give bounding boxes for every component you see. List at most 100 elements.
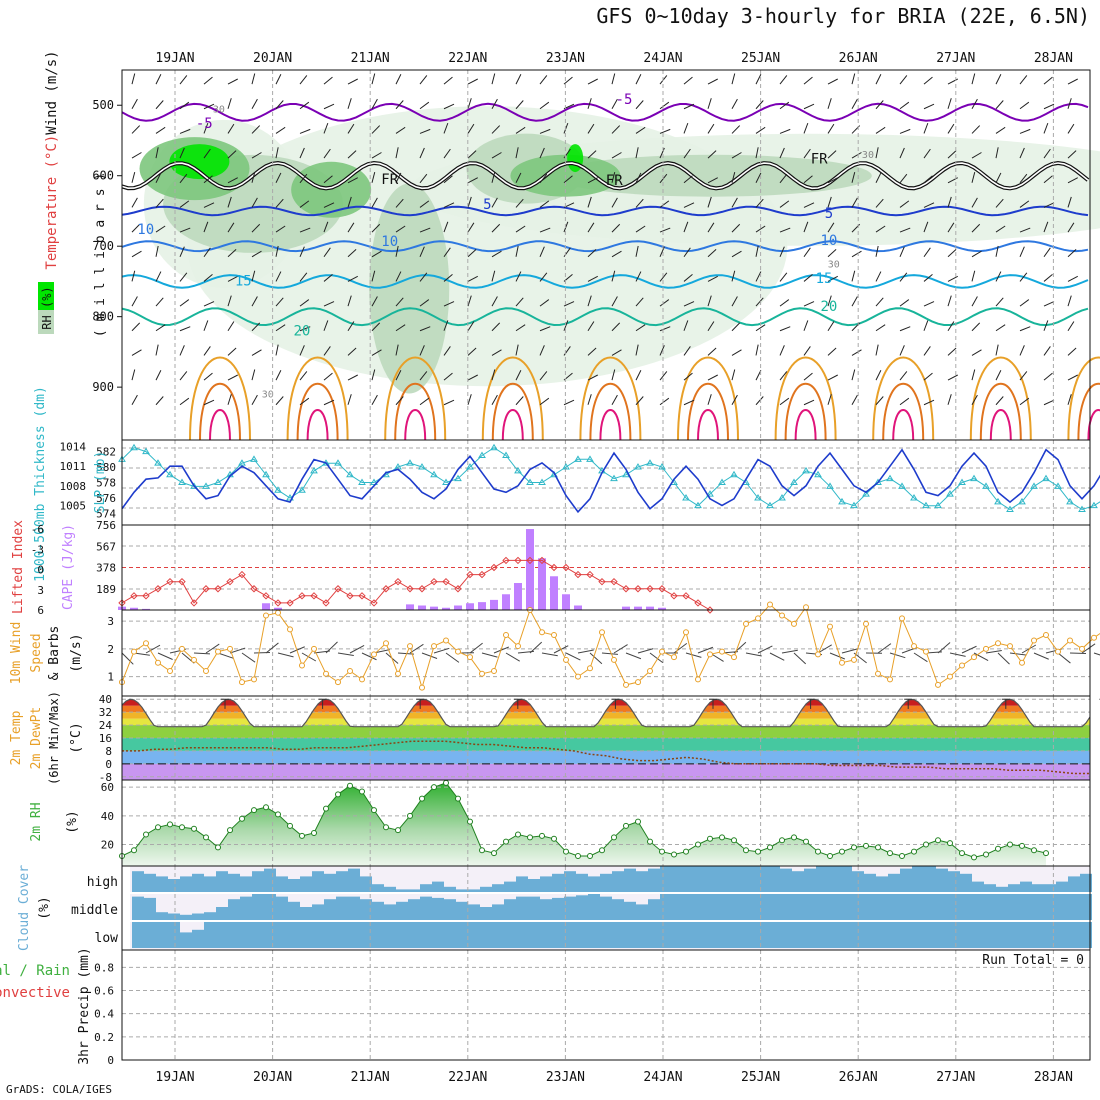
wind-barb [467,98,472,109]
wind-barb [491,197,498,208]
wind-barb [275,147,279,159]
wind-barb [155,396,164,406]
upper-air-layer [121,73,1100,441]
wind-barb [827,248,837,258]
cloud-bar-high [408,889,420,892]
wind-barb [1019,371,1028,381]
wind-barb [971,369,976,381]
cloud-bar-middle [684,894,696,920]
wind-barb [635,126,646,134]
panel-frame-precip [121,949,1091,1061]
wind-barb [515,225,526,233]
rh-point [467,818,473,825]
wind-barb [515,147,519,159]
wind-barb [1043,274,1053,282]
thickness-point [298,486,306,493]
rh-point [443,779,449,786]
cloud-bar-middle [300,907,312,920]
cloud-bar-middle [324,899,336,920]
wind-barb [419,246,425,257]
cloud-bar-middle [132,896,144,920]
cloud-bar-middle [156,912,168,920]
li-tick-label: -3 [31,543,44,556]
wind-barb [731,223,741,233]
wind-barb [803,301,815,307]
bottom-date-label: 21JAN [351,1070,390,1085]
wind-barb [659,371,668,381]
wind-barb [611,171,616,183]
wind-barb [467,321,475,332]
cloud-bar-low [384,922,396,948]
wind-barb [947,275,958,282]
cloud-bar-high [228,873,240,892]
wind-barb [515,74,522,85]
wind-barb [563,122,569,134]
cloud-bar-low [1032,922,1044,948]
wind-barb [251,369,256,381]
wind-barb [371,322,381,332]
cloud-bar-high [204,876,216,892]
wind-barb [899,299,910,307]
isotherm-20 [121,307,1089,327]
cloud-bar-middle [360,899,372,920]
cloud-bar-low [1020,922,1032,948]
wind-barb [755,245,759,257]
wind-speed-point [251,676,257,683]
wind-speed-point [983,645,989,652]
cloud-bar-middle [1044,894,1056,920]
wind-barb [851,270,856,282]
surface-wind-barb [589,652,603,665]
wind-barb [395,100,404,110]
contour-label: 30 [862,150,874,161]
slp-tick-label: 1011 [60,460,87,473]
lifted-index-point [586,570,594,579]
rh-point [839,848,845,855]
wind-barb [947,123,955,134]
cloud-bar-low [360,922,372,948]
wind-barb [443,399,455,406]
temp-contour-30 [882,382,925,441]
cloud-layer-label: high [87,875,118,890]
wind-barb [947,150,957,159]
wind-barb [635,297,644,307]
wind-barb [179,397,190,406]
cloud-bar-low [672,922,684,948]
contour-label: 10 [137,222,154,238]
wind-speed-point [671,654,677,661]
bottom-date-label: 25JAN [741,1070,780,1085]
isotherm--5 [121,102,1089,122]
wind-barb [659,299,670,307]
wind-barb [323,175,333,184]
wind-speed-point [923,648,929,655]
cloud-bar-middle [564,896,576,920]
cloud-bar-high [1068,876,1080,892]
thickness-point [430,470,438,478]
wind-speed-point [215,648,221,655]
rh-point [491,850,497,857]
wind-barb [203,202,215,208]
cape-bar [406,604,414,610]
cloud-bar-middle [720,894,732,920]
wind-barb [731,250,742,258]
wind-barb [947,98,952,109]
wind-barb [491,322,501,332]
wind-speed-point [815,651,821,658]
wind-barb [515,370,522,381]
lifted-index-point [598,577,606,586]
cloud-bar-low [948,922,960,948]
wind-barb [1043,175,1053,184]
surface-wind-barb [433,647,450,654]
surface-wind-barb [1033,652,1049,660]
cloud-bar-middle [996,894,1008,920]
wind-barb [251,296,258,307]
wind-speed-point [515,643,521,650]
cloud-bar-middle [396,901,408,920]
cape-bar [514,583,522,610]
thickness-point [490,443,498,451]
lifted-index-point [178,577,186,586]
cloud-bar-high [876,876,888,892]
cloud-bar-middle [636,904,648,920]
slp-tick-label: 1008 [60,480,87,493]
cloud-bar-high [420,884,432,892]
cloud-bar-middle [960,894,972,920]
